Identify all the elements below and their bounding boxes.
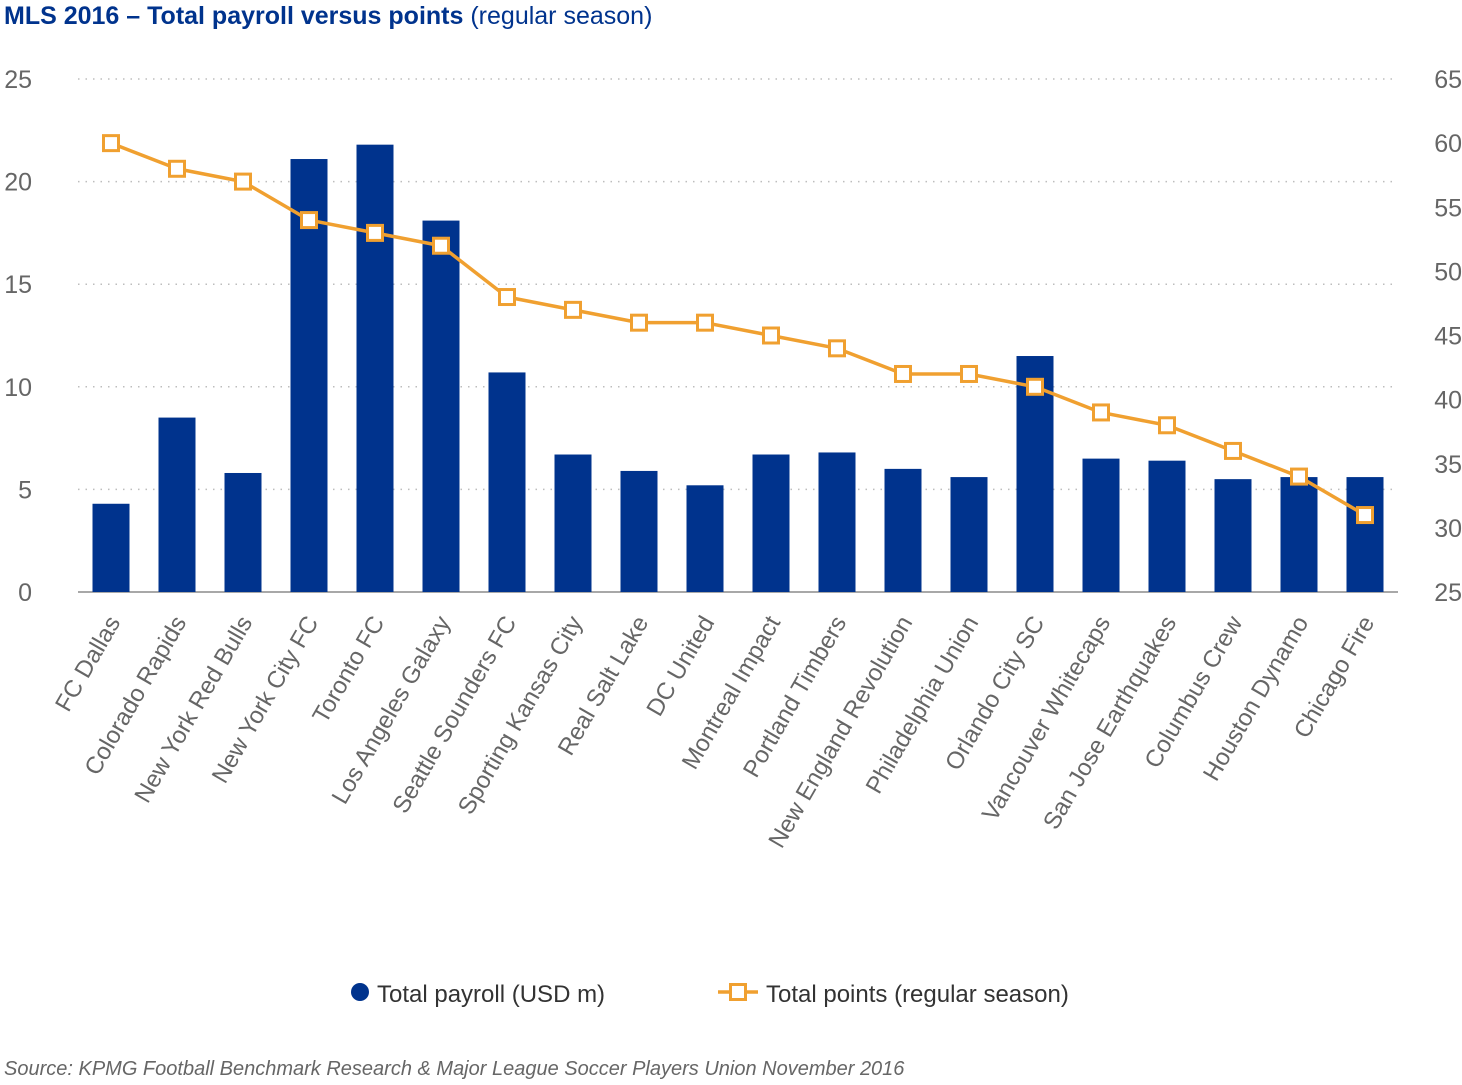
payroll-bar-5 — [356, 144, 394, 592]
legend-payroll-label: Total payroll (USD m) — [377, 981, 605, 1008]
points-marker-1 — [102, 134, 120, 153]
points-marker-5 — [366, 223, 384, 242]
points-line-path — [110, 141, 1366, 517]
y-right-tick-30: 30 — [1434, 515, 1462, 543]
points-marker-14 — [960, 364, 978, 383]
points-marker-4 — [300, 211, 318, 230]
legend-payroll-swatch — [351, 983, 369, 1001]
x-label-7: Seattle Sounders FC — [387, 612, 522, 818]
x-label-8: Sporting Kansas City — [453, 612, 588, 820]
points-marker-11 — [762, 326, 780, 345]
x-label-1: FC Dallas — [50, 612, 126, 717]
chart-title-main: MLS 2016 – Total payroll versus points — [4, 2, 464, 30]
y-right-tick-50: 50 — [1434, 258, 1462, 286]
points-marker-9 — [630, 313, 648, 332]
payroll-bar-16 — [1082, 458, 1120, 592]
points-marker-16 — [1092, 403, 1110, 422]
y-left-tick-10: 10 — [4, 374, 32, 402]
points-marker-19 — [1290, 467, 1308, 486]
y-left-tick-0: 0 — [18, 579, 32, 607]
source-note: Source: KPMG Football Benchmark Research… — [4, 1058, 905, 1080]
points-line — [102, 134, 1374, 525]
points-marker-15 — [1026, 377, 1044, 396]
points-marker-17 — [1158, 416, 1176, 435]
y-right-tick-65: 65 — [1434, 66, 1462, 94]
legend-points-marker — [729, 983, 747, 1001]
points-marker-12 — [828, 339, 846, 358]
payroll-bar-14 — [950, 477, 988, 592]
points-marker-8 — [564, 300, 582, 319]
payroll-bar-9 — [620, 470, 658, 592]
y-right-tick-35: 35 — [1434, 451, 1462, 479]
payroll-bar-10 — [686, 485, 724, 592]
payroll-bar-4 — [290, 159, 328, 592]
grid-lines — [78, 78, 1398, 593]
y-right-tick-45: 45 — [1434, 323, 1462, 351]
points-marker-20 — [1356, 506, 1374, 525]
x-label-6: Los Angeles Galaxy — [327, 612, 456, 809]
payroll-bar-7 — [488, 372, 526, 592]
y-right-tick-60: 60 — [1434, 130, 1462, 158]
payroll-bar-18 — [1214, 479, 1252, 592]
chart-title: MLS 2016 – Total payroll versus points (… — [4, 2, 652, 31]
points-marker-3 — [234, 172, 252, 191]
y-right-tick-25: 25 — [1434, 579, 1462, 607]
legend-points-label: Total points (regular season) — [766, 981, 1069, 1008]
points-marker-7 — [498, 288, 516, 307]
points-marker-2 — [168, 159, 186, 178]
chart-title-suffix: (regular season) — [470, 2, 653, 30]
points-marker-18 — [1224, 441, 1242, 460]
payroll-bar-20 — [1346, 477, 1384, 592]
y-right-tick-40: 40 — [1434, 387, 1462, 415]
payroll-bar-6 — [422, 220, 460, 592]
points-marker-13 — [894, 364, 912, 383]
legend: Total payroll (USD m) Total points (regul… — [351, 981, 1069, 1008]
x-label-16: Vancouver Whitecaps — [977, 612, 1116, 826]
points-marker-10 — [696, 313, 714, 332]
payroll-bar-1 — [92, 503, 130, 592]
payroll-bar-13 — [884, 468, 922, 592]
points-marker-6 — [432, 236, 450, 255]
payroll-bar-19 — [1280, 477, 1318, 592]
y-left-tick-20: 20 — [4, 169, 32, 197]
y-left-tick-5: 5 — [18, 476, 32, 504]
y-left-tick-15: 15 — [4, 271, 32, 299]
payroll-bars — [92, 144, 1384, 592]
payroll-bar-12 — [818, 452, 856, 592]
payroll-bar-11 — [752, 454, 790, 592]
y-axis-right: 25 30 35 40 45 50 55 60 65 — [1434, 66, 1462, 607]
y-axis-left: 0 5 10 15 20 25 — [4, 66, 32, 607]
y-right-tick-55: 55 — [1434, 194, 1462, 222]
payroll-bar-2 — [158, 417, 196, 592]
payroll-bar-8 — [554, 454, 592, 592]
payroll-bar-17 — [1148, 460, 1186, 592]
x-label-3: New York Red Bulls — [129, 612, 258, 808]
payroll-bar-3 — [224, 472, 262, 592]
y-left-tick-25: 25 — [4, 66, 32, 94]
